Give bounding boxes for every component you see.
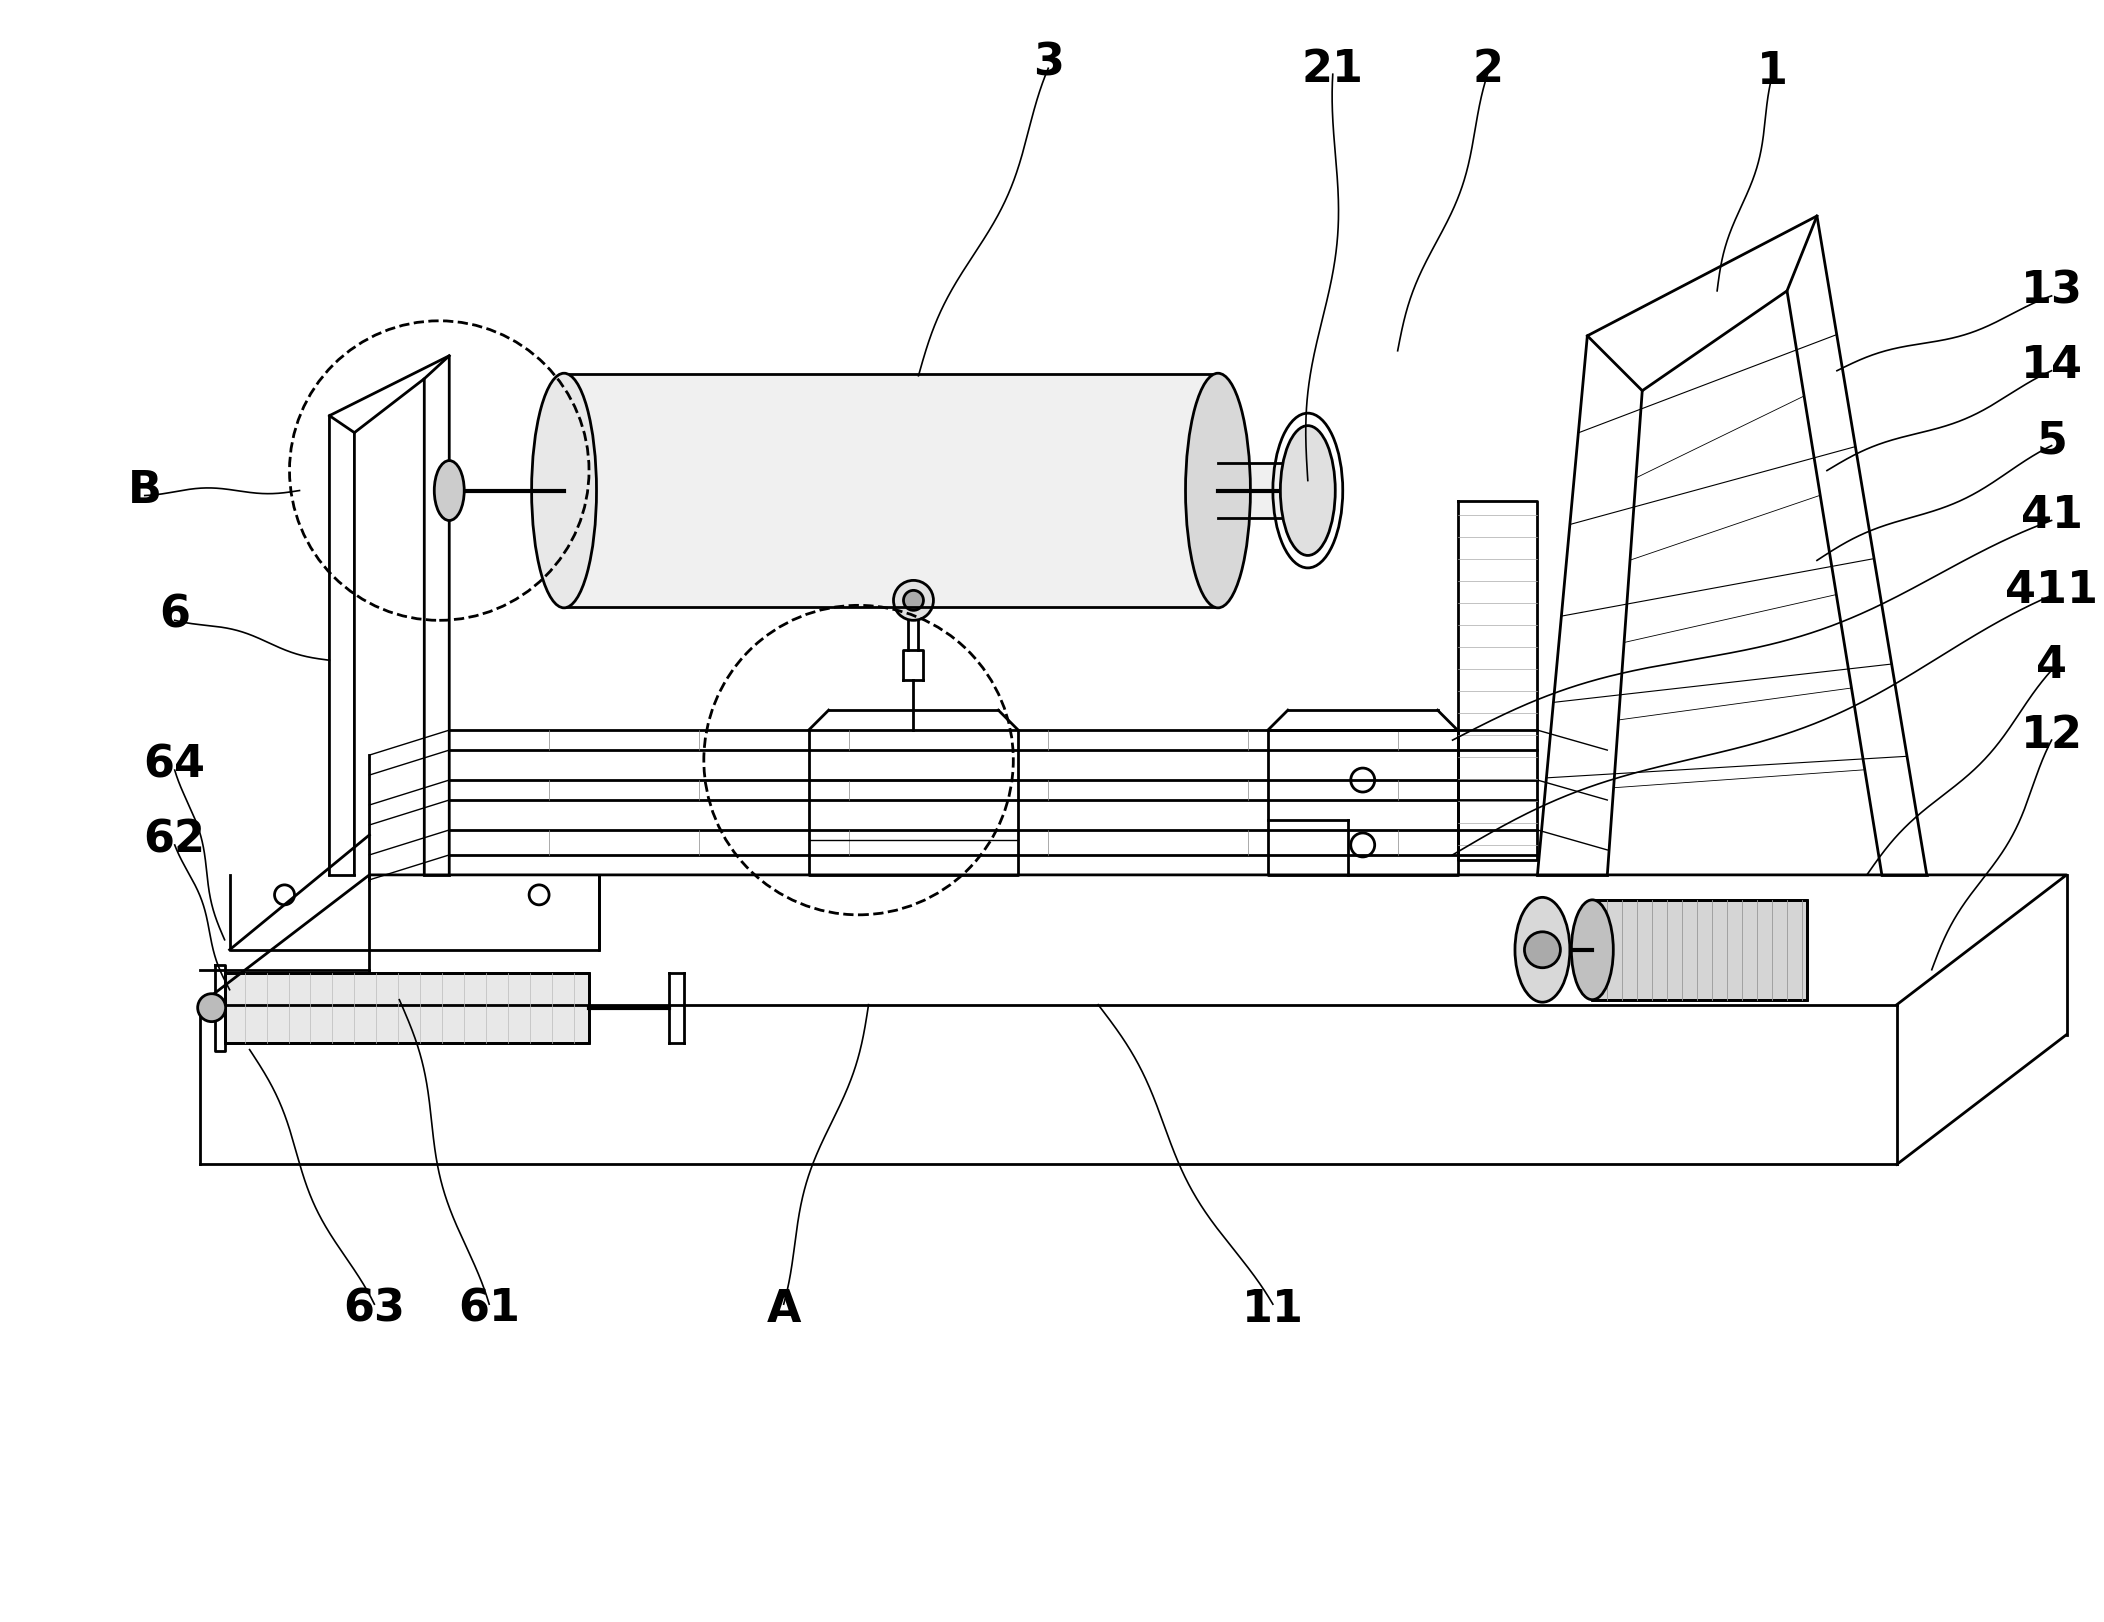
Text: 4: 4: [2037, 644, 2066, 686]
Text: 6: 6: [160, 594, 189, 637]
Text: 64: 64: [143, 743, 206, 787]
Text: 11: 11: [1241, 1288, 1304, 1330]
Ellipse shape: [532, 373, 598, 608]
Ellipse shape: [1281, 425, 1336, 555]
Circle shape: [198, 994, 225, 1022]
Polygon shape: [564, 373, 1218, 607]
Ellipse shape: [433, 461, 465, 521]
Polygon shape: [1593, 900, 1807, 999]
Text: 21: 21: [1302, 47, 1363, 91]
Ellipse shape: [1572, 900, 1614, 999]
Text: 2: 2: [1473, 47, 1502, 91]
Ellipse shape: [1185, 373, 1250, 608]
Text: 62: 62: [143, 819, 206, 861]
Text: 3: 3: [1033, 42, 1065, 84]
Text: B: B: [128, 469, 162, 513]
Text: 5: 5: [2037, 418, 2066, 462]
Text: 13: 13: [2020, 269, 2083, 313]
Text: 61: 61: [459, 1288, 520, 1330]
Polygon shape: [225, 973, 589, 1043]
Text: 12: 12: [2020, 714, 2083, 756]
Text: 63: 63: [343, 1288, 406, 1330]
Text: 14: 14: [2020, 344, 2083, 388]
Text: 411: 411: [2005, 569, 2098, 611]
Circle shape: [894, 581, 934, 620]
Text: 41: 41: [2020, 495, 2083, 537]
Text: 1: 1: [1757, 50, 1788, 92]
Polygon shape: [564, 462, 1309, 519]
Ellipse shape: [1292, 462, 1323, 519]
Circle shape: [1525, 931, 1561, 968]
Circle shape: [903, 590, 924, 610]
Text: A: A: [766, 1288, 802, 1330]
Ellipse shape: [1515, 897, 1570, 1002]
